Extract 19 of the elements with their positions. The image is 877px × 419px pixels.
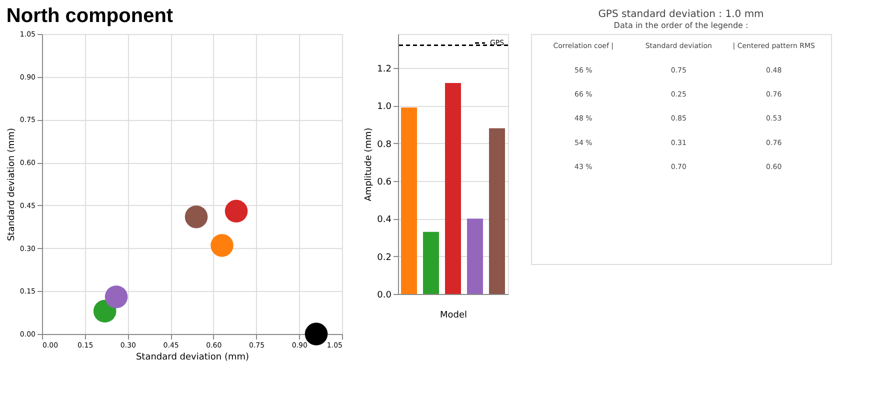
y-tick-label: 1.0 (377, 102, 392, 112)
bar (401, 107, 417, 294)
bar (423, 232, 439, 294)
bar (489, 128, 505, 294)
bar (467, 218, 483, 294)
y-tick-label: 0.0 (377, 290, 392, 300)
y-tick-label: 0.2 (377, 252, 392, 263)
y-tick-label: 0.8 (377, 140, 392, 150)
text: Data in the order of the legende : (614, 21, 748, 30)
y-tick-label: 0.4 (377, 215, 392, 226)
y-axis-title: Standard deviation (mm) (6, 128, 17, 242)
y-axis-title: Amplitude (mm) (364, 128, 374, 202)
y-tick-label: 0.6 (377, 177, 392, 188)
chart-title: North component (6, 5, 174, 27)
bar (445, 82, 461, 294)
text: GPS standard deviation : 1.0 mm (598, 9, 764, 20)
x-axis-title: Model (440, 310, 468, 320)
y-tick-label: 1.2 (377, 64, 392, 74)
x-axis-title: Standard deviation (mm) (136, 352, 250, 362)
